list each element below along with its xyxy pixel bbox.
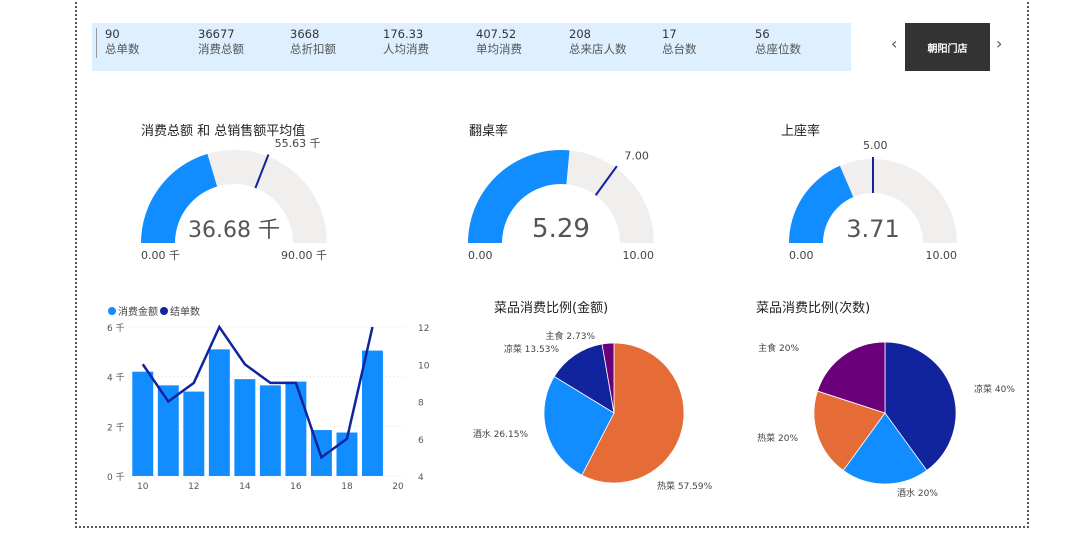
bar bbox=[285, 381, 307, 476]
pie-label: 主食 20% bbox=[758, 342, 799, 354]
pie-label: 热菜 57.59% bbox=[657, 480, 713, 492]
pie-slice bbox=[601, 342, 615, 414]
pie-slice bbox=[543, 375, 615, 476]
kpi-divider bbox=[96, 28, 97, 58]
x-tick: 12 bbox=[188, 482, 199, 492]
y-left-tick: 0 千 bbox=[107, 472, 125, 483]
kpi-label: 人均消费 bbox=[383, 42, 429, 56]
gauge-value: 3.71 bbox=[846, 215, 899, 243]
kpi-total-spend: 36677 消费总额 bbox=[198, 27, 244, 57]
kpi-visitors: 208 总来店人数 bbox=[569, 27, 627, 57]
kpi-tables: 17 总台数 bbox=[662, 27, 697, 57]
bar bbox=[132, 371, 154, 476]
gauge-fill bbox=[789, 165, 854, 243]
bar bbox=[362, 350, 383, 476]
gauge-value: 5.29 bbox=[532, 214, 590, 244]
y-right-tick: 6 bbox=[418, 436, 424, 446]
gauge-target-label: 5.00 bbox=[863, 139, 888, 152]
x-tick: 10 bbox=[137, 482, 149, 492]
pie-label: 热菜 20% bbox=[757, 432, 798, 444]
y-right-tick: 4 bbox=[418, 473, 424, 483]
kpi-value: 90 bbox=[105, 27, 120, 41]
gauge-value: 36.68 千 bbox=[188, 218, 280, 243]
gauge-min-label: 0.00 千 bbox=[141, 249, 180, 262]
kpi-label: 总座位数 bbox=[755, 42, 801, 56]
pie-label: 酒水 20% bbox=[897, 487, 938, 499]
y-left-tick: 4 千 bbox=[107, 373, 125, 384]
kpi-label: 消费总额 bbox=[198, 42, 244, 56]
pie-title: 菜品消费比例(金额) bbox=[494, 301, 609, 316]
kpi-value: 407.52 bbox=[476, 27, 517, 41]
pie-label: 凉菜 13.53% bbox=[504, 343, 560, 355]
kpi-value: 56 bbox=[755, 27, 770, 41]
kpi-value: 176.33 bbox=[383, 27, 424, 41]
gauge-min-label: 0.00 bbox=[789, 249, 814, 262]
gauge-fill bbox=[468, 149, 570, 243]
gauge-target-label: 55.63 千 bbox=[275, 137, 321, 150]
kpi-label: 总台数 bbox=[662, 42, 697, 56]
y-left-tick: 6 千 bbox=[107, 323, 125, 334]
prev-store-button[interactable]: ‹ bbox=[891, 34, 898, 53]
legend-label: 结单数 bbox=[170, 305, 200, 318]
x-tick: 18 bbox=[341, 482, 353, 492]
y-right-tick: 12 bbox=[418, 324, 429, 334]
kpi-value: 3668 bbox=[290, 27, 320, 41]
next-store-button[interactable]: › bbox=[996, 34, 1003, 53]
pie-slice bbox=[813, 390, 886, 471]
bar bbox=[157, 385, 179, 476]
pie-slice bbox=[884, 341, 957, 471]
bar bbox=[234, 379, 256, 476]
gauge-fill bbox=[141, 153, 218, 243]
gauge-target-label: 7.00 bbox=[624, 149, 649, 162]
gauge-max-label: 90.00 千 bbox=[281, 249, 327, 262]
gauge-min-label: 0.00 bbox=[468, 249, 493, 262]
kpi-label: 总来店人数 bbox=[569, 42, 627, 56]
pie-title: 菜品消费比例(次数) bbox=[756, 301, 871, 316]
gauge-title: 消费总额 和 总销售额平均值 bbox=[141, 124, 306, 139]
y-left-tick: 2 千 bbox=[107, 422, 125, 433]
x-tick: 20 bbox=[392, 482, 404, 492]
legend-marker bbox=[160, 307, 168, 315]
pie-slice bbox=[816, 341, 886, 414]
gauge-title: 上座率 bbox=[781, 124, 821, 139]
kpi-label: 总单数 bbox=[105, 42, 140, 56]
store-button[interactable]: 朝阳门店 bbox=[905, 23, 990, 71]
x-tick: 16 bbox=[290, 482, 302, 492]
bar bbox=[183, 391, 205, 476]
kpi-per-order: 407.52 单均消费 bbox=[476, 27, 522, 57]
gauge-title: 翻桌率 bbox=[469, 124, 509, 139]
line-series bbox=[141, 324, 374, 460]
gauge-max-label: 10.00 bbox=[926, 249, 958, 262]
gauge-max-label: 10.00 bbox=[623, 249, 655, 262]
y-right-tick: 10 bbox=[418, 361, 430, 371]
kpi-seats: 56 总座位数 bbox=[755, 27, 801, 57]
gauge-target-marker bbox=[594, 165, 618, 196]
pie-slice bbox=[842, 412, 928, 485]
kpi-value: 17 bbox=[662, 27, 677, 41]
kpi-label: 总折扣额 bbox=[290, 42, 336, 56]
kpi-strip: 90 总单数 36677 消费总额 3668 总折扣额 176.33 人均消费 407.… bbox=[92, 23, 851, 71]
pie-label: 凉菜 40% bbox=[974, 383, 1015, 395]
pie-slice bbox=[553, 343, 615, 414]
kpi-orders: 90 总单数 bbox=[105, 27, 140, 57]
kpi-label: 单均消费 bbox=[476, 42, 522, 56]
kpi-value: 36677 bbox=[198, 27, 235, 41]
legend-label: 消费金额 bbox=[118, 305, 158, 318]
bar bbox=[208, 349, 230, 476]
y-right-tick: 8 bbox=[418, 399, 424, 409]
pie-label: 主食 2.73% bbox=[546, 330, 596, 342]
legend-marker bbox=[108, 307, 116, 315]
kpi-discount: 3668 总折扣额 bbox=[290, 27, 336, 57]
kpi-value: 208 bbox=[569, 27, 591, 41]
kpi-per-person: 176.33 人均消费 bbox=[383, 27, 429, 57]
gauge-target-marker bbox=[254, 154, 270, 189]
report-frame bbox=[75, 0, 1029, 528]
x-tick: 14 bbox=[239, 482, 251, 492]
bar bbox=[259, 385, 281, 476]
pie-label: 酒水 26.15% bbox=[473, 428, 529, 440]
pie-slice bbox=[581, 342, 685, 484]
